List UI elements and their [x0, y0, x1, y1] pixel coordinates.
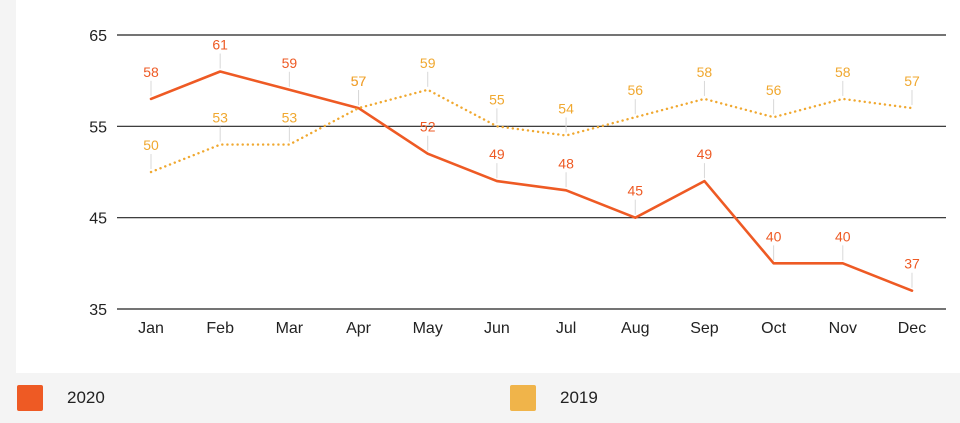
data-label: 58 — [835, 64, 851, 80]
data-label: 58 — [697, 64, 713, 80]
series-line-2020 — [149, 70, 914, 293]
data-label: 56 — [766, 82, 782, 98]
x-tick-label: Sep — [690, 320, 719, 337]
series-lines — [149, 70, 914, 293]
data-label: 57 — [351, 73, 367, 89]
data-label: 53 — [282, 110, 298, 126]
line-chart: 35 45 55 65 Jan Feb Mar Apr May Jun Jul Aug Sep Oct N… — [89, 28, 946, 337]
x-tick-label: Aug — [621, 320, 649, 337]
x-tick-label: Oct — [761, 320, 786, 337]
data-label: 61 — [212, 37, 228, 53]
data-label: 59 — [282, 55, 298, 71]
y-tick-label: 55 — [89, 119, 107, 136]
legend-swatch-2020 — [17, 385, 43, 411]
data-label: 40 — [835, 228, 851, 244]
data-label: 54 — [558, 100, 574, 116]
legend-item-2019[interactable]: 2019 — [510, 373, 598, 423]
data-label: 40 — [766, 228, 782, 244]
legend-item-2020[interactable]: 2020 — [17, 373, 105, 423]
data-label: 49 — [489, 146, 505, 162]
data-label: 57 — [904, 73, 920, 89]
x-axis-ticks: Jan Feb Mar Apr May Jun Jul Aug Sep Oct Nov Dec — [138, 320, 926, 337]
data-labels: 58 61 59 57 52 49 48 45 49 40 40 37 50 53 53 57 59 55 54 56… — [143, 37, 920, 288]
data-label: 56 — [627, 82, 643, 98]
data-label: 55 — [489, 91, 505, 107]
data-label: 50 — [143, 137, 159, 153]
legend-swatch-2019 — [510, 385, 536, 411]
chart-panel — [16, 0, 960, 373]
data-label: 37 — [904, 256, 920, 272]
y-tick-label: 45 — [89, 211, 107, 228]
x-tick-label: Mar — [276, 320, 304, 337]
legend-label-2020: 2020 — [67, 388, 105, 407]
data-label: 52 — [420, 119, 436, 135]
data-label: 59 — [420, 55, 436, 71]
legend-label-2019: 2019 — [560, 388, 598, 407]
y-tick-label: 35 — [89, 302, 107, 319]
data-label: 58 — [143, 64, 159, 80]
x-tick-label: May — [413, 320, 443, 337]
y-tick-label: 65 — [89, 28, 107, 45]
x-tick-label: Jan — [138, 320, 164, 337]
y-axis-ticks: 35 45 55 65 — [89, 28, 107, 319]
data-label: 45 — [627, 183, 643, 199]
data-label: 49 — [697, 146, 713, 162]
x-tick-label: Jun — [484, 320, 510, 337]
x-tick-label: Feb — [206, 320, 234, 337]
x-tick-label: Apr — [346, 320, 372, 337]
x-tick-label: Jul — [556, 320, 576, 337]
data-label: 57 — [351, 73, 367, 89]
gridlines — [117, 34, 946, 310]
x-tick-label: Nov — [829, 320, 857, 337]
data-label: 53 — [212, 110, 228, 126]
series-line-2019 — [149, 88, 914, 174]
data-label: 48 — [558, 155, 574, 171]
legend: 2020 2019 — [0, 373, 960, 423]
x-tick-label: Dec — [898, 320, 926, 337]
